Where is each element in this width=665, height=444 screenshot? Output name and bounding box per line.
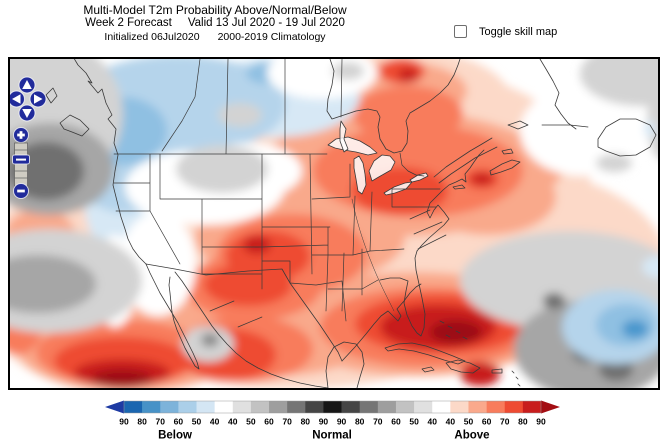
bahamas-antilles-path	[439, 320, 521, 387]
svg-text:50: 50	[192, 417, 202, 427]
geography-overlay	[45, 59, 657, 388]
svg-text:80: 80	[301, 417, 311, 427]
svg-text:40: 40	[427, 417, 437, 427]
climatology-label: 2000-2019 Climatology	[217, 31, 326, 43]
svg-text:70: 70	[156, 417, 166, 427]
pan-right-button[interactable]	[29, 90, 47, 108]
run-info: Initialized 06Jul2020 2000-2019 Climatolo…	[0, 31, 430, 43]
great-lakes-path	[327, 136, 429, 196]
atlantic-coastline-path	[416, 149, 485, 252]
handle-grip-icon	[16, 158, 26, 161]
us-mexico-border-path	[145, 263, 343, 362]
down-arrow-icon	[22, 109, 32, 118]
legend-colorbar	[124, 401, 542, 413]
zoom-in-button[interactable]	[13, 127, 29, 143]
toggle-skill-map-checkbox[interactable]	[454, 25, 467, 38]
james-bay-lake-path	[339, 120, 349, 153]
svg-text:90: 90	[337, 417, 347, 427]
left-arrow-icon	[12, 94, 21, 104]
svg-text:50: 50	[464, 417, 474, 427]
zoom-control	[12, 127, 30, 199]
svg-text:80: 80	[355, 417, 365, 427]
pan-control	[10, 76, 47, 122]
legend-category-below: Below	[158, 430, 192, 442]
map-canvas[interactable]	[10, 59, 658, 388]
svg-text:70: 70	[373, 417, 383, 427]
zoom-out-button[interactable]	[13, 183, 29, 199]
probability-field	[10, 59, 658, 388]
up-arrow-icon	[22, 80, 32, 89]
yucatan-outline-path	[325, 341, 365, 388]
svg-text:60: 60	[264, 417, 274, 427]
svg-text:40: 40	[446, 417, 456, 427]
svg-text:90: 90	[119, 417, 129, 427]
probability-legend: 90 80 70 60 50 40 40 50 60 70 80 90 90 80 70 60 50 40 40 50…	[105, 400, 560, 442]
legend-category-normal: Normal	[312, 430, 352, 442]
initialized-label: Initialized 06Jul2020	[104, 31, 200, 43]
newfoundland-outline-path	[597, 118, 657, 157]
svg-text:90: 90	[536, 417, 546, 427]
page-title: Multi-Model T2m Probability Above/Normal…	[83, 3, 347, 17]
state-borders-path	[113, 59, 447, 328]
legend-category-labels: Below Normal Above	[158, 430, 490, 442]
legend-category-above: Above	[454, 430, 489, 442]
legend-bar-outline	[123, 400, 542, 414]
forecast-week-label: Week 2 Forecast	[85, 17, 172, 29]
svg-text:40: 40	[210, 417, 220, 427]
svg-text:40: 40	[228, 417, 238, 427]
baja-coastline-path	[145, 263, 200, 370]
pan-left-button[interactable]	[10, 90, 25, 108]
svg-text:80: 80	[137, 417, 147, 427]
map-frame	[8, 57, 660, 390]
minus-icon	[17, 189, 25, 193]
right-arrow-icon	[34, 94, 43, 104]
mississippi-river-path	[351, 198, 395, 312]
svg-text:50: 50	[246, 417, 256, 427]
plus-icon	[17, 131, 25, 139]
pacific-coastline-path	[73, 59, 147, 265]
labrador-coastline-path	[539, 59, 589, 130]
nova-scotia-outline-path	[452, 120, 529, 190]
svg-text:60: 60	[391, 417, 401, 427]
toggle-skill-map-label: Toggle skill map	[479, 26, 558, 38]
st-lawrence-path	[433, 137, 498, 184]
map-nav-controls	[10, 76, 47, 199]
subtitle: Week 2 Forecast Valid 13 Jul 2020 - 19 Ju…	[0, 17, 430, 29]
pan-up-button[interactable]	[18, 76, 36, 94]
svg-text:60: 60	[174, 417, 184, 427]
hudson-bay-coastline-path	[326, 59, 461, 154]
zoom-slider-handle[interactable]	[12, 154, 30, 165]
mexico-coastline-path	[174, 271, 329, 388]
svg-text:90: 90	[319, 417, 329, 427]
legend-left-arrow	[105, 400, 124, 414]
florida-coastline-path	[379, 250, 426, 337]
svg-text:50: 50	[409, 417, 419, 427]
valid-range-label: Valid 13 Jul 2020 - 19 Jul 2020	[187, 17, 345, 29]
svg-text:70: 70	[282, 417, 292, 427]
gulf-coastline-path	[341, 283, 422, 362]
legend-right-arrow	[541, 400, 560, 414]
svg-text:70: 70	[500, 417, 510, 427]
west-islands-path	[45, 87, 90, 137]
svg-text:80: 80	[518, 417, 528, 427]
svg-text:60: 60	[482, 417, 492, 427]
legend-ticks: 90 80 70 60 50 40 40 50 60 70 80 90 90 80 70 60 50 40 40 50…	[119, 417, 546, 427]
pan-down-button[interactable]	[18, 104, 36, 122]
caribbean-islands-path	[384, 342, 503, 374]
